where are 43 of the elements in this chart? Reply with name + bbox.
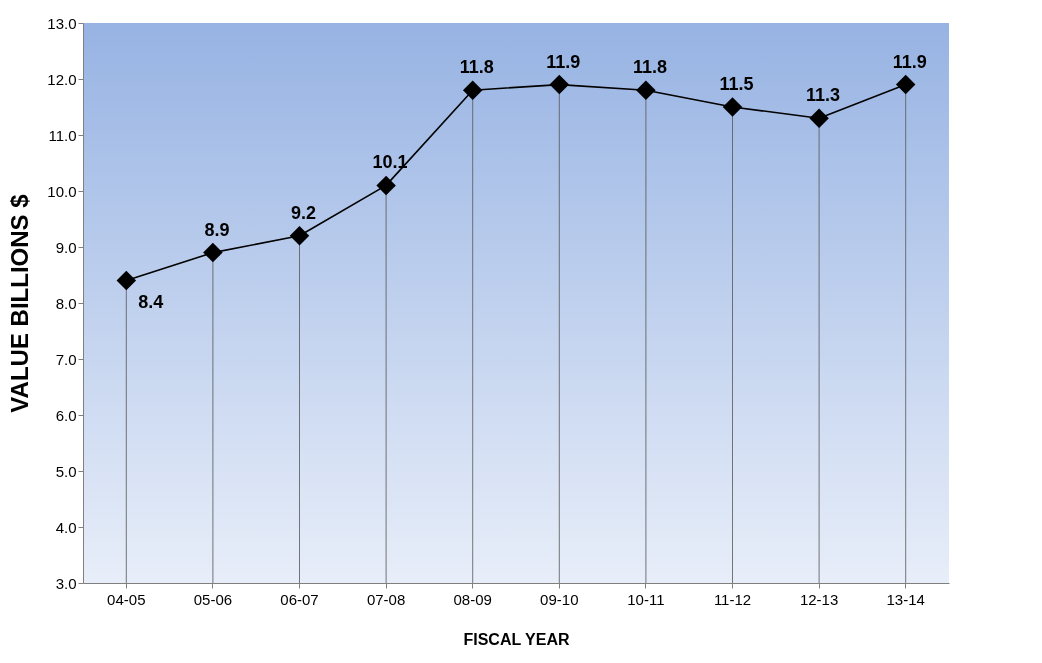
- y-tick-label: 5.0: [55, 462, 77, 480]
- data-label: 11.8: [632, 57, 667, 78]
- y-tick-label: 13.0: [47, 14, 77, 32]
- point: [462, 80, 483, 100]
- data-label: 9.2: [290, 202, 317, 223]
- x-tick-label: 04-05: [107, 590, 146, 608]
- point: [895, 74, 916, 95]
- x-tick-label: 08-09: [453, 590, 492, 608]
- point: [289, 226, 310, 246]
- data-label: 11.3: [806, 85, 841, 106]
- x-tick-label: 12-13: [799, 590, 839, 608]
- point: [203, 242, 223, 263]
- x-axis-title: FISCAL YEAR: [463, 630, 570, 648]
- data-label: 11.5: [719, 74, 754, 94]
- y-tick-label: 7.0: [55, 350, 77, 368]
- y-tick-label: 6.0: [55, 406, 77, 424]
- data-label: 11.9: [892, 51, 927, 72]
- y-axis-title: VALUE BILLIONS $: [6, 193, 34, 413]
- point: [636, 80, 656, 100]
- y-tick-label: 12.0: [47, 70, 77, 88]
- data-label: 10.1: [372, 152, 408, 173]
- y-tick-label: 4.0: [55, 518, 77, 536]
- y-tick-label: 3.0: [55, 574, 77, 592]
- x-tick-label: 11-12: [713, 590, 752, 608]
- point: [722, 97, 743, 117]
- data-label: 8.9: [204, 219, 230, 240]
- x-tick-label: 05-06: [193, 590, 233, 608]
- x-tick-label: 10-11: [627, 590, 665, 608]
- point: [809, 108, 829, 128]
- data-label: 8.4: [138, 291, 164, 312]
- data-label: 11.8: [459, 57, 494, 78]
- x-tick-label: 06-07: [280, 590, 319, 608]
- data-label: 11.9: [546, 51, 581, 72]
- y-tick-label: 8.0: [55, 294, 77, 312]
- x-tick-label: 07-08: [366, 590, 406, 608]
- point: [549, 74, 570, 95]
- y-tick-label: 10.0: [47, 182, 77, 200]
- point: [116, 270, 137, 291]
- point: [376, 175, 396, 196]
- x-tick-label: 09-10: [540, 590, 579, 608]
- x-tick-label: 13-14: [886, 590, 925, 608]
- y-tick-label: 11.0: [48, 126, 77, 144]
- y-tick-label: 9.0: [55, 238, 77, 256]
